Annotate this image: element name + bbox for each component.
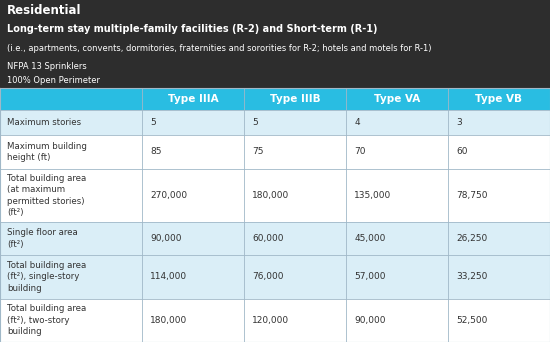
- Text: 26,250: 26,250: [456, 234, 487, 243]
- Text: Type VB: Type VB: [476, 94, 522, 104]
- Text: 270,000: 270,000: [150, 191, 187, 200]
- Text: 114,000: 114,000: [150, 273, 187, 281]
- Text: Total building area
(ft²), two-story
building: Total building area (ft²), two-story bui…: [7, 304, 86, 336]
- Text: Residential: Residential: [7, 4, 81, 17]
- Text: (i.e., apartments, convents, dormitories, fraternities and sororities for R-2; h: (i.e., apartments, convents, dormitories…: [7, 44, 432, 53]
- Text: 75: 75: [252, 147, 263, 157]
- Text: 5: 5: [150, 118, 156, 127]
- Text: 135,000: 135,000: [354, 191, 392, 200]
- Text: Maximum stories: Maximum stories: [7, 118, 81, 127]
- Text: Total building area
(at maximum
permitted stories)
(ft²): Total building area (at maximum permitte…: [7, 174, 86, 217]
- Text: Total building area
(ft²), single-story
building: Total building area (ft²), single-story …: [7, 261, 86, 293]
- Text: 60: 60: [456, 147, 468, 157]
- Bar: [0, 255, 550, 299]
- Text: Long-term stay multiple-family facilities (R-2) and Short-term (R-1): Long-term stay multiple-family facilitie…: [7, 24, 378, 34]
- Text: 60,000: 60,000: [252, 234, 284, 243]
- Text: Single floor area
(ft²): Single floor area (ft²): [7, 228, 78, 249]
- Text: 90,000: 90,000: [150, 234, 182, 243]
- Text: 180,000: 180,000: [150, 316, 188, 325]
- Text: 52,500: 52,500: [456, 316, 488, 325]
- Text: NFPA 13 Sprinklers: NFPA 13 Sprinklers: [7, 62, 87, 71]
- Text: Type IIIA: Type IIIA: [168, 94, 218, 104]
- Text: 180,000: 180,000: [252, 191, 289, 200]
- Text: Type VA: Type VA: [374, 94, 420, 104]
- Bar: [0, 299, 550, 342]
- Bar: [0, 88, 550, 110]
- Text: 85: 85: [150, 147, 162, 157]
- Text: 90,000: 90,000: [354, 316, 386, 325]
- Text: 57,000: 57,000: [354, 273, 386, 281]
- Bar: [0, 135, 550, 169]
- Text: 33,250: 33,250: [456, 273, 488, 281]
- Text: 3: 3: [456, 118, 462, 127]
- Bar: [0, 222, 550, 255]
- Text: 78,750: 78,750: [456, 191, 488, 200]
- Text: 100% Open Perimeter: 100% Open Perimeter: [7, 76, 100, 85]
- Text: Type IIIB: Type IIIB: [270, 94, 320, 104]
- Bar: [0, 110, 550, 135]
- Text: 120,000: 120,000: [252, 316, 289, 325]
- Bar: [0, 169, 550, 222]
- Text: Maximum building
height (ft): Maximum building height (ft): [7, 142, 87, 162]
- Text: 45,000: 45,000: [354, 234, 386, 243]
- Text: 5: 5: [252, 118, 258, 127]
- Text: 70: 70: [354, 147, 366, 157]
- Text: 4: 4: [354, 118, 360, 127]
- Text: 76,000: 76,000: [252, 273, 284, 281]
